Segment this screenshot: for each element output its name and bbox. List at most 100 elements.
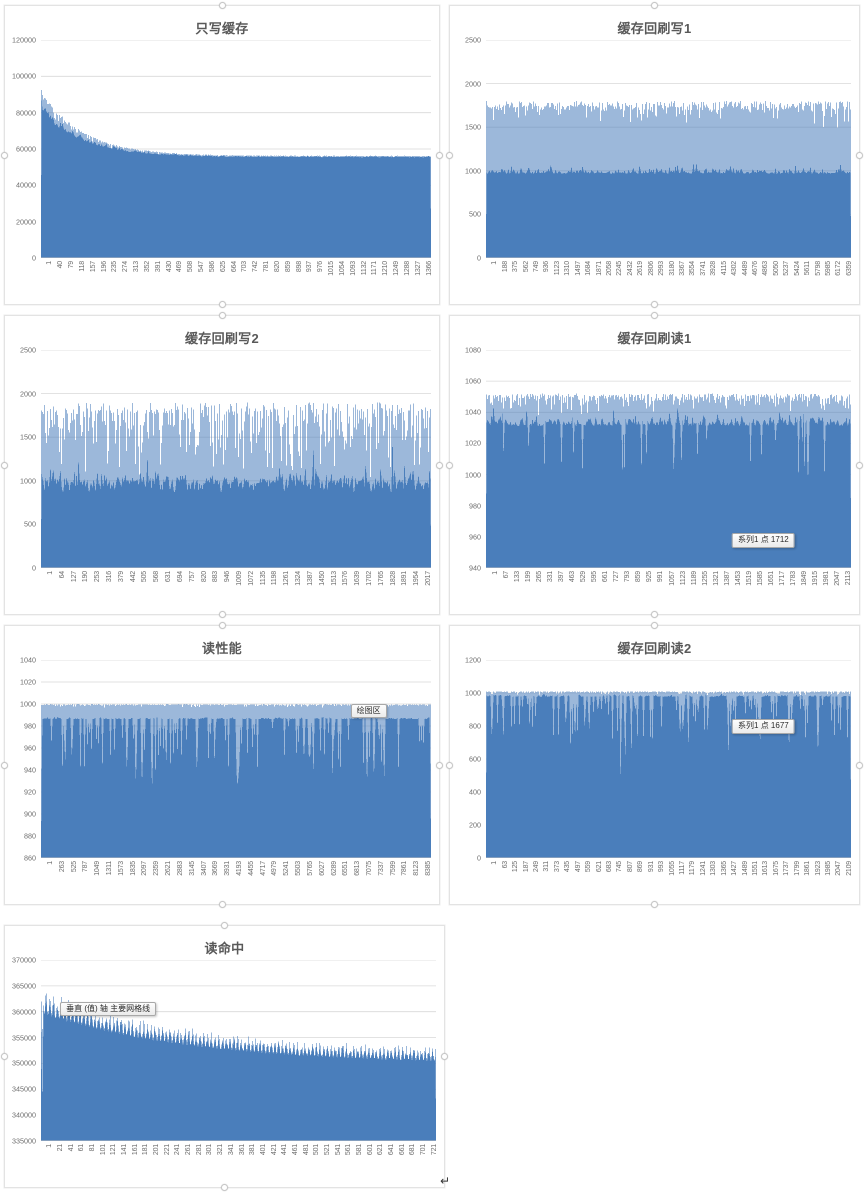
chart-title[interactable]: 读性能 (202, 641, 242, 656)
x-axis-tick-label: 1123 (679, 571, 687, 586)
chart-cache-flush-write-2[interactable]: 缓存回刷写2 0 500 1000 1500 2000 2500 1 64 127 190 253 31… (1, 312, 443, 618)
x-axis-labels[interactable]: 1 188 375 562 749 936 1123 1310 1497 1684 1871 2058… (486, 261, 853, 303)
x-axis-labels[interactable]: 1 263 525 787 1049 1311 1573 1835 2097 2359 2621 28… (41, 861, 432, 903)
chart-resize-handle[interactable] (218, 901, 226, 908)
x-axis-tick-label: 188 (501, 261, 509, 273)
chart-resize-handle[interactable] (651, 901, 658, 908)
chart-resize-handle[interactable] (651, 611, 658, 618)
y-axis-labels[interactable]: 335000 340000 345000 350000 355000 360000 3650… (5, 956, 36, 1144)
chart-title[interactable]: 只写缓存 (195, 21, 249, 36)
chart-tooltip: 垂直 (值) 轴 主要网格线 (60, 1001, 157, 1017)
chart-cache-flush-read-2[interactable]: 缓存回刷读2 0 200 400 600 800 1000 1200 1 63 125 187 249 3… (446, 622, 863, 908)
chart-resize-handle[interactable] (1, 1053, 8, 1060)
chart-cache-flush-write-1[interactable]: 缓存回刷写1 0 500 1000 1500 2000 2500 1 188 375 562 749 9… (446, 2, 863, 308)
y-axis-tick-label: 500 (469, 209, 481, 219)
x-axis-tick-label: 461 (291, 1144, 299, 1156)
x-axis-tick-label: 1497 (574, 261, 582, 276)
chart-resize-handle[interactable] (856, 761, 863, 769)
x-axis-labels[interactable]: 1 64 127 190 253 316 379 442 505 568 631 694 757 820 8… (41, 571, 432, 613)
y-axis-labels[interactable]: 0 500 1000 1500 2000 2500 (5, 346, 36, 571)
x-axis-tick-label: 133 (513, 571, 521, 583)
series-area (41, 993, 436, 1141)
chart-resize-handle[interactable] (436, 461, 443, 469)
x-axis-tick-label: 1651 (768, 571, 776, 586)
plot-area[interactable] (41, 350, 431, 568)
chart-resize-handle[interactable] (218, 611, 226, 618)
chart-resize-handle[interactable] (436, 761, 443, 769)
y-axis-labels[interactable]: 0 200 400 600 800 1000 1200 (450, 656, 481, 861)
x-axis-tick-label: 235 (111, 261, 119, 273)
x-axis-tick-label: 2619 (637, 261, 645, 276)
chart-resize-handle[interactable] (856, 461, 863, 469)
x-axis-tick-label: 2806 (647, 261, 655, 276)
plot-area[interactable] (41, 960, 436, 1141)
chart-resize-handle[interactable] (218, 2, 226, 9)
chart-resize-handle[interactable] (218, 312, 226, 319)
y-axis-labels[interactable]: 0 20000 40000 60000 80000 100000 120000 (5, 36, 36, 261)
chart-resize-handle[interactable] (856, 151, 863, 159)
chart-resize-handle[interactable] (446, 151, 453, 159)
chart-resize-handle[interactable] (221, 922, 228, 929)
chart-resize-handle[interactable] (651, 2, 658, 9)
x-axis-tick-label: 1551 (751, 861, 759, 876)
x-axis-tick-label: 5241 (283, 861, 291, 876)
chart-read-hit[interactable]: 读命中 335000 340000 345000 350000 355000 360000 3… (1, 922, 448, 1191)
plot-area[interactable] (41, 660, 431, 858)
plot-area[interactable] (486, 40, 851, 258)
x-axis-tick-label: 1915 (812, 571, 820, 586)
x-axis-tick-label: 3669 (212, 861, 220, 876)
x-axis-tick-label: 1324 (295, 571, 303, 586)
y-axis-tick-label: 1060 (465, 376, 481, 386)
y-axis-labels[interactable]: 860 880 900 920 940 960 980 1000 1020 1040 (5, 656, 36, 861)
y-axis-labels[interactable]: 0 500 1000 1500 2000 2500 (450, 36, 481, 263)
chart-title[interactable]: 缓存回刷写2 (184, 331, 260, 346)
y-axis-tick-label: 0 (477, 253, 481, 263)
x-axis-tick-label: 562 (522, 261, 530, 273)
chart-resize-handle[interactable] (436, 151, 443, 159)
x-axis-tick-label: 141 (121, 1144, 129, 1156)
x-axis-labels[interactable]: 1 40 79 118 157 196 235 274 313 352 391 430 469 508 54… (41, 261, 432, 303)
plot-area[interactable] (486, 350, 851, 568)
series-area (486, 691, 851, 858)
chart-resize-handle[interactable] (1, 761, 8, 769)
x-axis-labels[interactable]: 1 63 125 187 249 311 373 435 497 559 621 683 745 807 8… (486, 861, 853, 903)
x-axis-tick-label: 3928 (710, 261, 718, 276)
x-axis-tick-label: 2883 (176, 861, 184, 876)
plot-area[interactable] (41, 40, 431, 258)
chart-resize-handle[interactable] (218, 622, 226, 629)
chart-resize-handle[interactable] (651, 622, 658, 629)
x-axis-tick-label: 397 (557, 571, 565, 583)
chart-resize-handle[interactable] (441, 1053, 448, 1060)
x-axis-tick-label: 2993 (658, 261, 666, 276)
x-axis-tick-label: 1303 (710, 861, 718, 876)
chart-title[interactable]: 缓存回刷读1 (617, 331, 692, 346)
plot-area[interactable] (486, 660, 851, 858)
x-axis-tick-label: 1387 (306, 571, 314, 586)
chart-title[interactable]: 读命中 (204, 941, 245, 956)
chart-resize-handle[interactable] (218, 301, 226, 308)
chart-cache-flush-read-1[interactable]: 缓存回刷读1 940 960 980 1000 1020 1040 1060 1080 1 67 13… (446, 312, 863, 618)
chart-resize-handle[interactable] (1, 461, 8, 469)
x-axis-tick-label: 742 (252, 261, 260, 273)
x-axis-labels[interactable]: 1 67 133 199 265 331 397 463 529 595 661 727 793 859 9… (486, 571, 853, 613)
x-axis-tick-label: 469 (176, 261, 184, 273)
chart-resize-handle[interactable] (446, 761, 453, 769)
chart-resize-handle[interactable] (1, 151, 8, 159)
chart-title[interactable]: 缓存回刷写1 (617, 21, 692, 36)
chart-read-performance[interactable]: 读性能 860 880 900 920 940 960 980 1000 1020 1040 1 263… (1, 622, 443, 908)
chart-resize-handle[interactable] (651, 312, 658, 319)
x-axis-tick-label: 1675 (772, 861, 780, 876)
x-axis-tick-label: 4115 (720, 261, 728, 276)
chart-resize-handle[interactable] (221, 1184, 228, 1191)
chart-resize-handle[interactable] (651, 301, 658, 308)
y-axis-labels[interactable]: 940 960 980 1000 1020 1040 1060 1080 (450, 346, 481, 571)
y-axis-tick-label: 2500 (465, 35, 481, 45)
chart-title[interactable]: 缓存回刷读2 (617, 641, 692, 656)
x-axis-tick-label: 1981 (823, 571, 831, 586)
chart-write-cache-only[interactable]: 只写缓存 0 20000 40000 60000 80000 100000 120000 1 40… (1, 2, 443, 308)
x-axis-labels[interactable]: 1 21 41 61 81 101 121 141 161 181 201 221 241 261 281 3… (41, 1144, 437, 1186)
x-axis-tick-label: 321 (217, 1144, 225, 1156)
chart-resize-handle[interactable] (446, 461, 453, 469)
y-axis-tick-label: 500 (24, 519, 36, 529)
x-axis-tick-label: 157 (89, 261, 97, 273)
